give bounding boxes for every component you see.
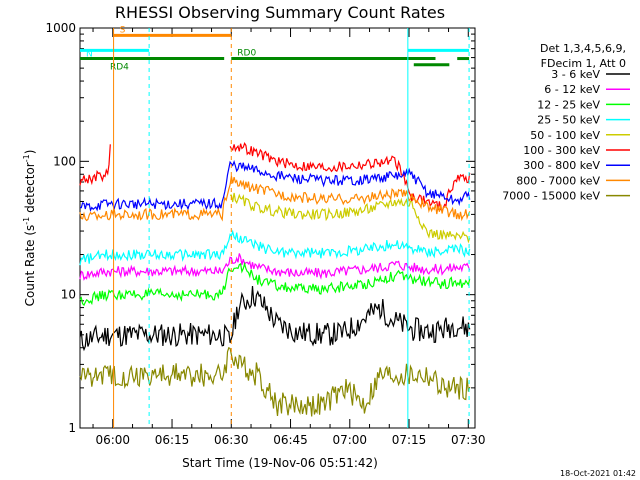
y-tick-label: 100: [53, 154, 76, 168]
legend-label: 100 - 300 keV: [523, 144, 600, 157]
series-line: [79, 346, 471, 417]
series-line: [79, 142, 471, 213]
legend-label: 800 - 7000 keV: [516, 174, 600, 187]
x-axis: 06:00 06:15 06:30 06:45 07:00 07:15 07:30: [92, 28, 486, 447]
legend-label: 7000 - 15000 keV: [502, 190, 600, 203]
y-axis: 1 10 100 1000: [45, 21, 475, 435]
y-axis-label-close: ): [23, 150, 37, 155]
x-tick-label: 07:00: [332, 433, 367, 447]
legend-label: 3 - 6 keV: [551, 68, 600, 81]
flag-label: RD4: [110, 63, 129, 73]
y-tick-label: 1: [68, 421, 76, 435]
x-tick-label: 06:15: [155, 433, 190, 447]
x-tick-label: 06:00: [95, 433, 130, 447]
legend-label: 6 - 12 keV: [544, 83, 600, 96]
legend-label: 12 - 25 keV: [537, 98, 600, 111]
x-tick-label: 06:30: [214, 433, 249, 447]
series-line: [230, 192, 471, 244]
legend: Det 1,3,4,5,6,9, FDecim 1, Att 03 - 6 keV…: [502, 42, 630, 203]
legend-header: FDecim 1, Att 0: [541, 57, 626, 70]
x-axis-label: Start Time (19-Nov-06 05:51:42): [182, 456, 378, 470]
series-line: [79, 286, 471, 352]
plot-area: [79, 27, 476, 429]
flag-layer: S N RD4 RD0: [80, 25, 470, 428]
series-line: [79, 261, 471, 307]
series-line: [79, 253, 471, 281]
legend-label: 50 - 100 keV: [530, 129, 600, 142]
timestamp: 18-Oct-2021 01:42: [560, 469, 636, 478]
series-line: [79, 229, 471, 266]
series-line: [79, 175, 471, 222]
chart-title: RHESSI Observing Summary Count Rates: [115, 3, 445, 22]
y-axis-label: Count Rate (s-1 detector-1): [22, 150, 37, 307]
series-line: [80, 159, 471, 213]
y-axis-label-sup: -1: [22, 217, 31, 225]
series-layer: [79, 142, 471, 417]
y-axis-label-tail: detector: [23, 162, 37, 217]
x-tick-label: 07:30: [451, 433, 486, 447]
plot-frame: [79, 27, 476, 429]
flag-label: S: [120, 25, 126, 35]
y-axis-label-sup2: -1: [22, 154, 31, 162]
legend-label: 25 - 50 keV: [537, 114, 600, 127]
x-tick-label: 06:45: [273, 433, 308, 447]
legend-header: Det 1,3,4,5,6,9,: [540, 42, 626, 55]
y-tick-label: 1000: [45, 21, 76, 35]
legend-label: 300 - 800 keV: [523, 159, 600, 172]
flag-label: RD0: [237, 49, 256, 59]
flag-label: N: [86, 49, 93, 59]
x-tick-label: 07:15: [392, 433, 427, 447]
y-tick-label: 10: [61, 288, 76, 302]
y-axis-label-start: Count Rate (s: [23, 225, 37, 307]
